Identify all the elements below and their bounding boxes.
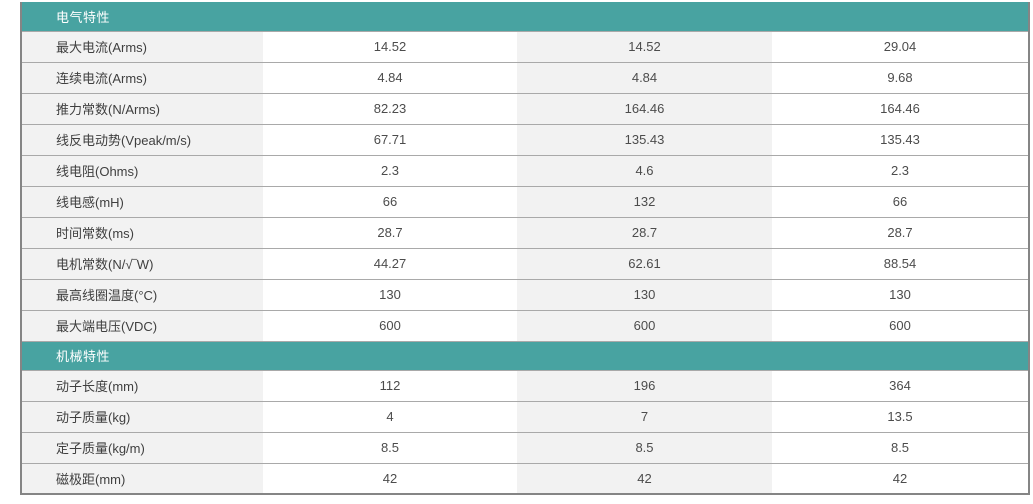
- spec-label: 线反电动势(Vpeak/m/s): [21, 123, 263, 155]
- spec-value: 164.46: [517, 92, 772, 124]
- spec-value: 66: [263, 185, 517, 217]
- spec-label: 磁极距(mm): [21, 462, 263, 494]
- motor-spec-table: 电气特性 最大电流(Arms) 14.52 14.52 29.04 连续电流(A…: [20, 2, 1031, 495]
- table-row: 最大端电压(VDC) 600 600 600: [21, 309, 1030, 341]
- table-row: 定子质量(kg/m) 8.5 8.5 8.5: [21, 431, 1030, 463]
- spec-value: 135.43: [772, 123, 1030, 155]
- table-row: 电机常数(N/√‾W) 44.27 62.61 88.54: [21, 247, 1030, 279]
- spec-label: 动子质量(kg): [21, 400, 263, 432]
- spec-value: 9.68: [772, 61, 1030, 93]
- section-header-label: 电气特性: [21, 2, 1030, 31]
- spec-label: 线电感(mH): [21, 185, 263, 217]
- spec-value: 600: [517, 309, 772, 341]
- spec-label: 推力常数(N/Arms): [21, 92, 263, 124]
- spec-value: 42: [517, 462, 772, 494]
- spec-label: 时间常数(ms): [21, 216, 263, 248]
- spec-value: 600: [772, 309, 1030, 341]
- spec-label: 定子质量(kg/m): [21, 431, 263, 463]
- spec-value: 196: [517, 369, 772, 401]
- spec-value: 13.5: [772, 400, 1030, 432]
- spec-label: 线电阻(Ohms): [21, 154, 263, 186]
- spec-value: 364: [772, 369, 1030, 401]
- table-row: 磁极距(mm) 42 42 42: [21, 462, 1030, 494]
- spec-label: 最高线圈温度(°C): [21, 278, 263, 310]
- spec-value: 132: [517, 185, 772, 217]
- table-row: 最高线圈温度(°C) 130 130 130: [21, 278, 1030, 310]
- table-row: 动子质量(kg) 4 7 13.5: [21, 400, 1030, 432]
- spec-value: 4: [263, 400, 517, 432]
- section-header-mechanical: 机械特性: [21, 340, 1030, 370]
- spec-value: 88.54: [772, 247, 1030, 279]
- spec-value: 14.52: [263, 30, 517, 62]
- spec-value: 8.5: [517, 431, 772, 463]
- table-row: 最大电流(Arms) 14.52 14.52 29.04: [21, 30, 1030, 62]
- spec-value: 82.23: [263, 92, 517, 124]
- section-header-label: 机械特性: [21, 340, 1030, 370]
- spec-value: 28.7: [772, 216, 1030, 248]
- spec-value: 130: [517, 278, 772, 310]
- section-header-electrical: 电气特性: [21, 2, 1030, 31]
- spec-value: 2.3: [263, 154, 517, 186]
- spec-value: 62.61: [517, 247, 772, 279]
- spec-label: 动子长度(mm): [21, 369, 263, 401]
- spec-value: 164.46: [772, 92, 1030, 124]
- spec-value: 130: [772, 278, 1030, 310]
- spec-value: 44.27: [263, 247, 517, 279]
- table-row: 动子长度(mm) 112 196 364: [21, 369, 1030, 401]
- spec-value: 67.71: [263, 123, 517, 155]
- spec-value: 2.3: [772, 154, 1030, 186]
- table-row: 推力常数(N/Arms) 82.23 164.46 164.46: [21, 92, 1030, 124]
- table-row: 线反电动势(Vpeak/m/s) 67.71 135.43 135.43: [21, 123, 1030, 155]
- spec-value: 14.52: [517, 30, 772, 62]
- spec-value: 112: [263, 369, 517, 401]
- spec-value: 7: [517, 400, 772, 432]
- spec-label: 最大端电压(VDC): [21, 309, 263, 341]
- table-row: 线电感(mH) 66 132 66: [21, 185, 1030, 217]
- spec-value: 42: [772, 462, 1030, 494]
- spec-value: 135.43: [517, 123, 772, 155]
- spec-value: 28.7: [517, 216, 772, 248]
- table-row: 连续电流(Arms) 4.84 4.84 9.68: [21, 61, 1030, 93]
- spec-value: 600: [263, 309, 517, 341]
- spec-label: 电机常数(N/√‾W): [21, 247, 263, 279]
- spec-value: 66: [772, 185, 1030, 217]
- spec-value: 29.04: [772, 30, 1030, 62]
- spec-value: 8.5: [263, 431, 517, 463]
- spec-value: 130: [263, 278, 517, 310]
- table-row: 线电阻(Ohms) 2.3 4.6 2.3: [21, 154, 1030, 186]
- spec-value: 8.5: [772, 431, 1030, 463]
- spec-value: 28.7: [263, 216, 517, 248]
- spec-value: 4.84: [517, 61, 772, 93]
- spec-label: 最大电流(Arms): [21, 30, 263, 62]
- spec-value: 4.84: [263, 61, 517, 93]
- spec-label: 连续电流(Arms): [21, 61, 263, 93]
- spec-value: 42: [263, 462, 517, 494]
- table-row: 时间常数(ms) 28.7 28.7 28.7: [21, 216, 1030, 248]
- spec-value: 4.6: [517, 154, 772, 186]
